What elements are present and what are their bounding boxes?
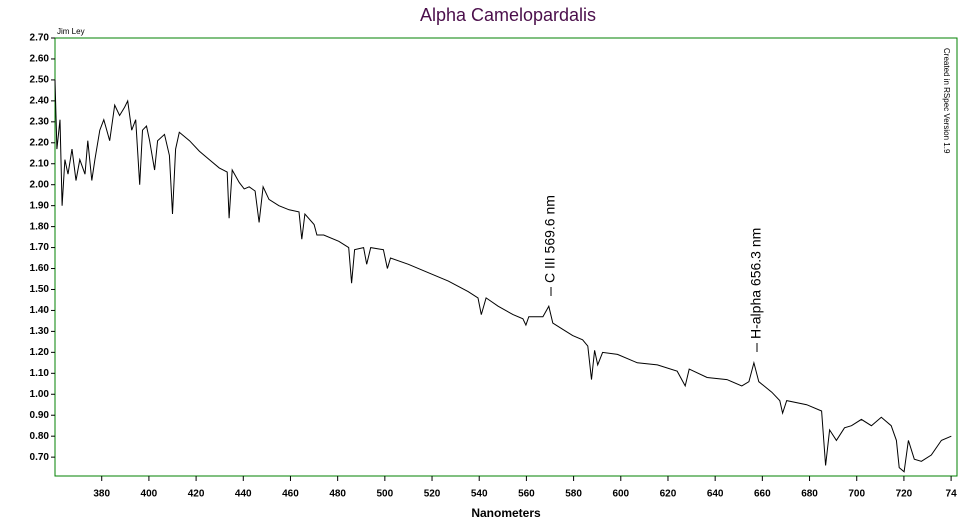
x-tick-label: 500: [377, 489, 394, 500]
x-tick-label: 520: [424, 489, 441, 500]
x-tick-label: 720: [896, 489, 913, 500]
y-tick-label: 1.30: [30, 326, 50, 337]
x-tick-label: 400: [141, 489, 158, 500]
x-tick-label: 480: [329, 489, 346, 500]
x-tick-label: 660: [754, 489, 771, 500]
plot-frame: [54, 37, 958, 477]
spectrum-line: [54, 79, 952, 473]
x-tick-label: 680: [801, 489, 818, 500]
x-tick-label: 420: [188, 489, 205, 500]
y-tick-label: 1.50: [30, 284, 50, 295]
x-tick-label: 620: [660, 489, 677, 500]
author: Jim Ley: [57, 27, 85, 36]
x-tick-label: 560: [518, 489, 535, 500]
chart-title: Alpha Camelopardalis: [420, 5, 596, 25]
y-tick-label: 1.60: [30, 263, 50, 274]
annotation: C III 569.6 nm: [542, 195, 558, 283]
y-tick-label: 0.80: [30, 431, 50, 442]
annotation: H-alpha 656.3 nm: [748, 228, 764, 339]
x-axis-label: Nanometers: [471, 506, 541, 520]
y-tick-label: 2.30: [30, 116, 50, 127]
y-tick-label: 2.60: [30, 54, 50, 65]
x-tick-label: 440: [235, 489, 252, 500]
y-tick-label: 1.00: [30, 389, 50, 400]
x-tick-label: 74: [946, 489, 958, 500]
x-tick-label: 700: [848, 489, 865, 500]
x-tick-label: 580: [565, 489, 582, 500]
y-tick-label: 2.00: [30, 179, 50, 190]
y-tick-label: 2.70: [30, 33, 50, 44]
y-tick-label: 1.20: [30, 347, 50, 358]
x-tick-label: 380: [93, 489, 110, 500]
y-tick-label: 0.70: [30, 452, 50, 463]
y-tick-label: 1.40: [30, 305, 50, 316]
x-tick-label: 600: [612, 489, 629, 500]
y-tick-label: 1.90: [30, 200, 50, 211]
credit: Created in RSpec Version 1.9: [942, 48, 951, 154]
y-tick-label: 2.10: [30, 158, 50, 169]
y-tick-label: 0.90: [30, 410, 50, 421]
y-tick-label: 1.80: [30, 221, 50, 232]
x-tick-label: 540: [471, 489, 488, 500]
y-tick-label: 1.10: [30, 368, 50, 379]
y-tick-label: 2.50: [30, 75, 50, 86]
x-tick-label: 640: [707, 489, 724, 500]
y-tick-label: 2.20: [30, 137, 50, 148]
y-tick-label: 2.40: [30, 96, 50, 107]
y-tick-label: 1.70: [30, 242, 50, 253]
x-tick-label: 460: [282, 489, 299, 500]
